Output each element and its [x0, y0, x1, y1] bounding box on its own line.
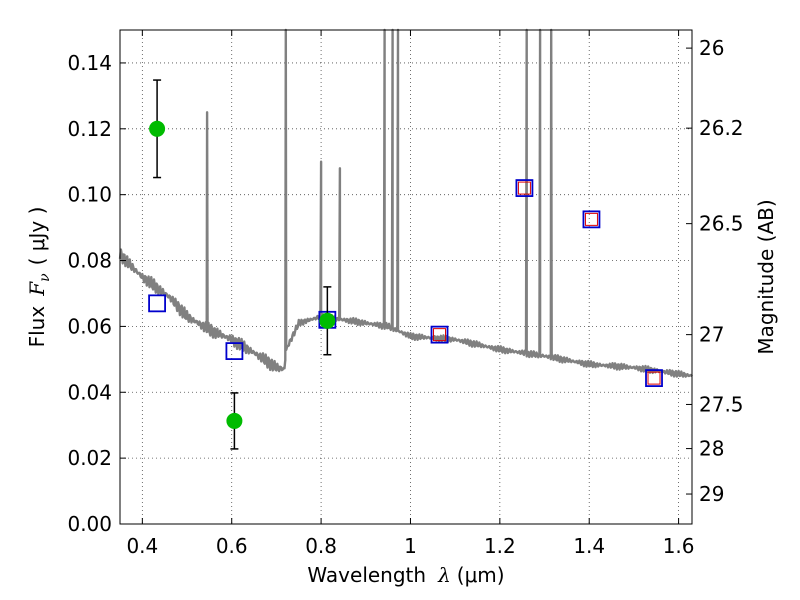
x-tick-label: 1.2 — [484, 534, 516, 558]
y-tick-label: 0.00 — [67, 512, 112, 536]
y-tick-label: 0.08 — [67, 249, 112, 273]
model-point — [515, 179, 534, 197]
sed-curve — [118, 28, 693, 378]
sed-line — [118, 28, 693, 378]
x-tick-label: 0.6 — [216, 534, 248, 558]
right-tick-label: 27 — [699, 323, 724, 347]
model-point — [645, 369, 663, 388]
observed-photometry — [149, 79, 336, 450]
y-tick-label: 0.02 — [67, 446, 112, 470]
x-tick-label: 0.8 — [305, 534, 337, 558]
observed-point — [149, 120, 166, 137]
y-tick-label: 0.06 — [67, 314, 112, 338]
right-tick-label: 26 — [699, 36, 724, 60]
model-point — [225, 342, 244, 361]
right-tick-label: 26.2 — [699, 116, 744, 140]
model-point-inner — [433, 328, 447, 342]
model-point — [430, 325, 449, 344]
x-axis-label: Wavelength λ (μm) — [307, 563, 504, 587]
y-tick-label: 0.04 — [67, 380, 112, 404]
x-tick-label: 0.4 — [126, 534, 158, 558]
grid — [120, 30, 692, 524]
model-point — [582, 210, 601, 229]
observed-point — [319, 312, 336, 329]
right-tick-label: 27.5 — [699, 392, 744, 416]
model-point-inner — [517, 181, 531, 195]
right-tick-label: 26.5 — [699, 212, 744, 236]
y-axis-right: 26 26.2 26.5 27 27.5 28 29 — [686, 36, 744, 506]
x-tick-label: 1.4 — [573, 534, 605, 558]
y-tick-label: 0.10 — [67, 183, 112, 207]
right-tick-label: 29 — [699, 482, 724, 506]
model-point-inner — [647, 371, 661, 385]
x-axis: 0.4 0.6 0.8 1 1.2 1.4 1.6 — [126, 30, 695, 558]
x-tick-label: 1.6 — [663, 534, 695, 558]
y-axis-label: FluxFν( μJy ) — [25, 207, 53, 348]
x-tick-label: 1 — [404, 534, 417, 558]
right-tick-label: 28 — [699, 437, 724, 461]
y-tick-label: 0.14 — [67, 51, 112, 75]
y-axis-right-label: Magnitude (AB) — [754, 199, 778, 354]
y-tick-label: 0.12 — [67, 117, 112, 141]
observed-point — [226, 412, 243, 429]
plot-frame — [119, 29, 693, 525]
model-point-inner — [584, 212, 598, 226]
model-point — [148, 294, 166, 313]
y-axis-left: 0.00 0.02 0.04 0.06 0.08 0.10 0.12 0.14 — [67, 51, 126, 536]
